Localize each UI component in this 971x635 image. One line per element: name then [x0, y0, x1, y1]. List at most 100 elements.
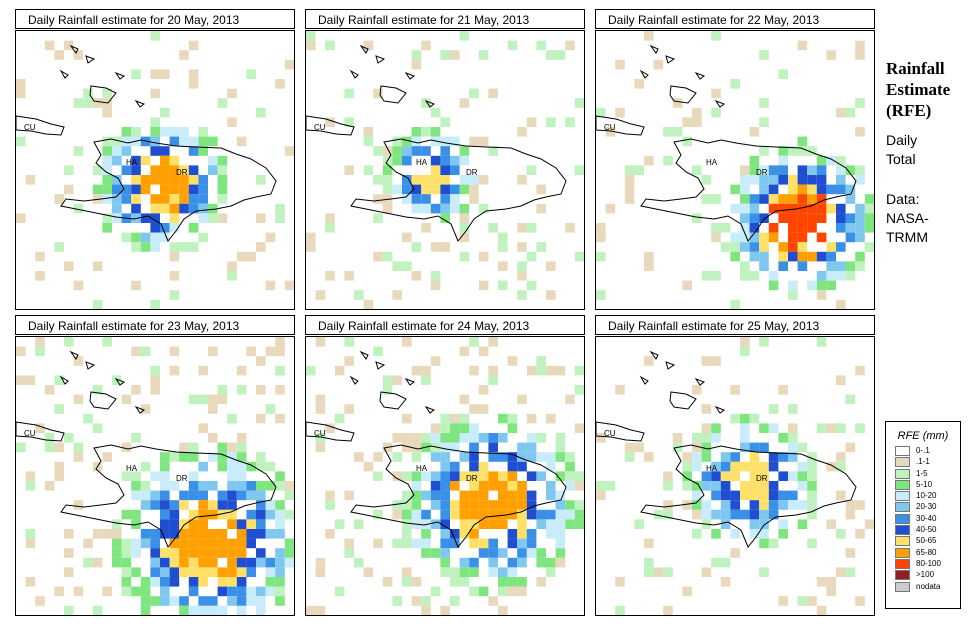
rainfall-cell [692, 433, 702, 443]
rainfall-cell [788, 423, 798, 433]
rainfall-cell [421, 548, 431, 558]
rainfall-cell [778, 596, 788, 606]
rainfall-cell [208, 605, 218, 615]
rainfall-cell [440, 529, 450, 539]
rainfall-cell [634, 519, 644, 529]
rainfall-cell [711, 194, 721, 204]
rainfall-cell [198, 519, 208, 529]
rainfall-cell [208, 165, 218, 175]
rainfall-map: CU HA DR [595, 336, 875, 616]
rainfall-cell [121, 442, 132, 453]
rainfall-cell [430, 433, 441, 443]
rainfall-cell [421, 529, 431, 539]
rainfall-cell [430, 452, 441, 462]
rainfall-cell [411, 136, 422, 147]
rainfall-cell [430, 423, 441, 433]
rainfall-cell [526, 117, 537, 127]
rainfall-cell [256, 242, 266, 252]
rainfall-cell [797, 461, 808, 472]
rainfall-cell [469, 175, 479, 185]
rainfall-cell [574, 519, 584, 529]
rainfall-cell [855, 203, 865, 214]
rainfall-cell [450, 538, 460, 549]
rainfall-cell [864, 213, 874, 223]
rainfall-cell [131, 203, 141, 214]
rainfall-cell [150, 69, 160, 79]
rainfall-cell [179, 184, 189, 195]
rainfall-cell [131, 385, 141, 395]
rainfall-cell [450, 567, 460, 577]
rainfall-cell [517, 538, 527, 549]
rainfall-cell [83, 557, 93, 568]
rainfall-cell [179, 194, 189, 204]
rainfall-cell [826, 423, 836, 433]
rainfall-cell [701, 481, 712, 491]
rainfall-cell [208, 346, 218, 357]
rainfall-cell [140, 500, 151, 510]
rainfall-cell [373, 88, 383, 99]
rainfall-cell [845, 194, 856, 204]
rainfall-cell [459, 251, 470, 262]
dominican_republic-label: DR [176, 168, 188, 177]
rainfall-cell [517, 500, 527, 510]
rainfall-cell [836, 223, 846, 233]
bahamas-coastline [59, 375, 69, 385]
rainfall-cell [450, 500, 460, 510]
rainfall-cell [498, 452, 508, 462]
rainfall-cell [730, 490, 740, 501]
legend-label: 30-40 [916, 513, 937, 523]
rainfall-cell [284, 557, 294, 568]
rainfall-cell [855, 423, 865, 433]
rainfall-cell [663, 127, 673, 137]
rainfall-cell [54, 442, 64, 453]
rainfall-cell [256, 213, 266, 223]
rainfall-cell [411, 577, 422, 587]
rainfall-cell [469, 557, 479, 568]
rainfall-cell [615, 577, 625, 587]
rainfall-cell [749, 223, 760, 233]
rainfall-cell [759, 337, 769, 347]
rainfall-cell [373, 452, 383, 462]
rainfall-cell [692, 213, 702, 223]
rainfall-cell [517, 461, 527, 472]
rainfall-cell [121, 184, 132, 195]
rainfall-cell [179, 596, 189, 606]
rainfall-cell [759, 538, 769, 549]
rainfall-cell [198, 423, 208, 433]
rainfall-cell [788, 442, 798, 453]
rainfall-cell [73, 98, 84, 108]
rainfall-cell [402, 442, 412, 453]
rainfall-cell [284, 280, 294, 291]
rainfall-cell [315, 557, 326, 568]
rainfall-cell [459, 232, 470, 243]
rainfall-cell [546, 509, 556, 520]
rainfall-cell [284, 509, 294, 520]
rainfall-cell [179, 500, 189, 510]
rainfall-cell [198, 136, 208, 147]
rainfall-cell [227, 261, 237, 271]
rainfall-cell [169, 127, 180, 137]
rainfall-cell [256, 481, 266, 491]
rainfall-cell [797, 232, 808, 243]
rainfall-cell [507, 509, 518, 520]
rainfall-cell [450, 155, 460, 166]
rainfall-cell [788, 213, 798, 223]
rainfall-cell [354, 452, 364, 462]
rainfall-cell [217, 538, 228, 549]
rainfall-cell [826, 271, 836, 281]
rainfall-cell [605, 127, 616, 137]
rainfall-cell [720, 481, 731, 491]
legend-label: 20-30 [916, 502, 937, 512]
rainfall-cell [517, 271, 527, 281]
rainfall-cell [217, 567, 228, 577]
rainfall-cell [150, 490, 160, 501]
rainfall-cell [64, 433, 74, 443]
rainfall-cell [797, 442, 808, 453]
rainfall-cell [855, 213, 865, 223]
rainfall-cell [275, 346, 285, 357]
panel-title: Daily Rainfall estimate for 22 May, 2013 [595, 9, 875, 29]
rainfall-cell [555, 490, 566, 501]
rainfall-cell [836, 107, 846, 118]
rainfall-cell [759, 509, 769, 520]
rainfall-cell [227, 586, 237, 597]
